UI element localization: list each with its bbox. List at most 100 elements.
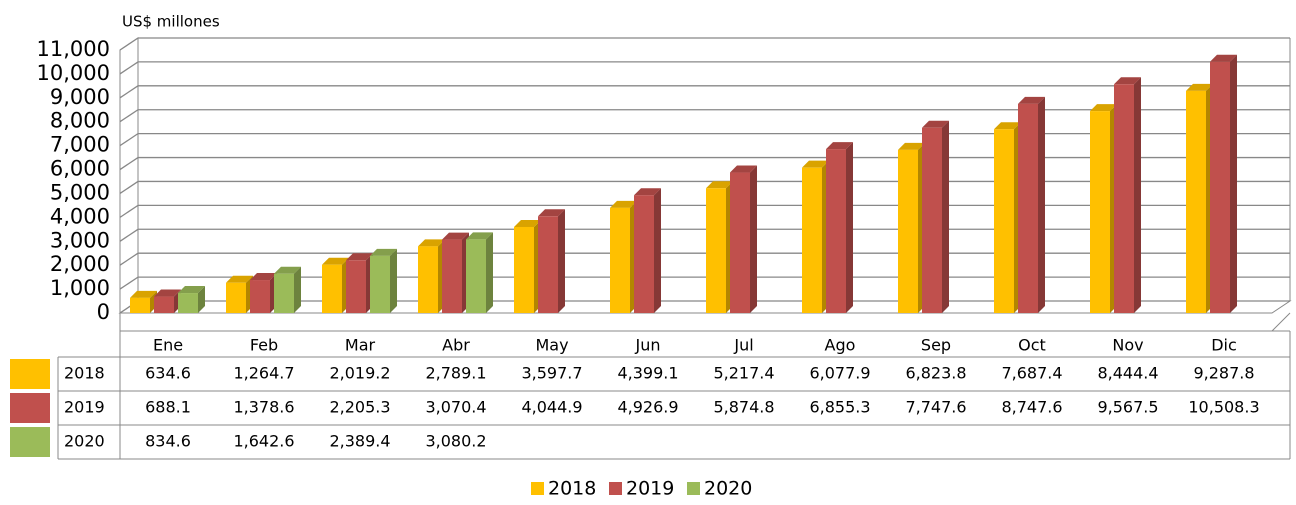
table-row-label: 2019 xyxy=(64,398,105,417)
x-tick-label: Nov xyxy=(1112,336,1143,355)
table-value: 9,567.5 xyxy=(1097,398,1158,417)
bar xyxy=(466,232,493,313)
bar-top xyxy=(346,253,373,261)
table-value: 634.6 xyxy=(145,364,191,383)
bar-side xyxy=(198,286,205,313)
bar xyxy=(514,219,541,313)
bar-front xyxy=(610,207,630,313)
x-tick-label: Oct xyxy=(1018,336,1046,355)
table-value: 2,389.4 xyxy=(329,432,390,451)
bar-front xyxy=(250,280,270,313)
bar-front xyxy=(346,260,366,313)
bar xyxy=(826,142,853,313)
y-tick-label: 1,000 xyxy=(50,276,110,300)
table-value: 4,926.9 xyxy=(617,398,678,417)
y-tick-label: 2,000 xyxy=(50,252,110,276)
bar-front xyxy=(442,239,462,313)
bar xyxy=(130,290,157,313)
bar-top xyxy=(418,239,445,247)
y-tick-label: 11,000 xyxy=(37,37,110,61)
bar xyxy=(322,257,349,313)
x-tick-label: Feb xyxy=(250,336,278,355)
table-value: 4,399.1 xyxy=(617,364,678,383)
table-value: 3,080.2 xyxy=(425,432,486,451)
bar-side xyxy=(1134,77,1141,313)
bar xyxy=(1090,104,1117,313)
table-value: 6,077.9 xyxy=(809,364,870,383)
bar-top xyxy=(802,160,829,168)
bar-top xyxy=(1114,77,1141,85)
bar-top xyxy=(634,188,661,196)
bar-side xyxy=(1230,54,1237,313)
table-value: 7,747.6 xyxy=(905,398,966,417)
bar-front xyxy=(538,216,558,313)
bar xyxy=(1186,83,1213,313)
bar-front xyxy=(706,188,726,313)
x-tick-label: Ago xyxy=(825,336,856,355)
bar-top xyxy=(706,181,733,189)
table-value: 688.1 xyxy=(145,398,191,417)
bar-front xyxy=(802,167,822,313)
x-tick-label: Dic xyxy=(1211,336,1237,355)
bar xyxy=(994,122,1021,313)
y-tick-label: 9,000 xyxy=(50,85,110,109)
bar-top xyxy=(610,200,637,208)
legend-label: 2020 xyxy=(704,478,752,500)
bar-front xyxy=(226,282,246,313)
bar xyxy=(1114,77,1141,313)
grid-line xyxy=(119,85,1290,99)
table-value: 2,789.1 xyxy=(425,364,486,383)
bar-front xyxy=(274,273,294,313)
bar-top xyxy=(130,290,157,298)
table-value: 5,874.8 xyxy=(713,398,774,417)
bar xyxy=(1210,54,1237,313)
table-value: 834.6 xyxy=(145,432,191,451)
table-row-label: 2018 xyxy=(64,364,105,383)
bar-front xyxy=(994,129,1014,313)
y-tick-label: 6,000 xyxy=(50,157,110,181)
x-tick-label: Jun xyxy=(635,336,661,355)
grid-line xyxy=(119,37,1290,51)
bar-top xyxy=(322,257,349,265)
grid-line xyxy=(119,109,1290,123)
x-tick-label: Mar xyxy=(345,336,376,355)
bar xyxy=(922,120,949,313)
bar xyxy=(154,289,181,313)
bar-top xyxy=(370,248,397,256)
bar-top xyxy=(898,142,925,150)
bar-front xyxy=(826,149,846,313)
bar-front xyxy=(418,246,438,313)
bar xyxy=(250,273,277,313)
bar-front xyxy=(1210,61,1230,313)
bar xyxy=(898,142,925,313)
bar-front xyxy=(178,293,198,313)
table-value: 1,642.6 xyxy=(233,432,294,451)
bar-side xyxy=(942,120,949,313)
y-tick-label: 0 xyxy=(97,300,110,324)
table-value: 5,217.4 xyxy=(713,364,774,383)
table-swatch xyxy=(10,359,50,389)
bar-front xyxy=(1090,111,1110,313)
table-value: 3,070.4 xyxy=(425,398,486,417)
bar xyxy=(442,232,469,313)
bar-front xyxy=(730,172,750,313)
bar-front xyxy=(370,255,390,313)
bar-front xyxy=(634,195,654,313)
bar-top xyxy=(1186,83,1213,91)
bar xyxy=(610,200,637,313)
grid-line xyxy=(119,132,1290,147)
bar xyxy=(634,188,661,313)
bar xyxy=(346,253,373,313)
bar-front xyxy=(514,226,534,313)
bar-front xyxy=(1186,90,1206,313)
bar xyxy=(274,266,301,313)
bar-side xyxy=(846,142,853,313)
bar xyxy=(538,209,565,313)
bar-front xyxy=(130,297,150,313)
table-value: 1,378.6 xyxy=(233,398,294,417)
bar-top xyxy=(442,232,469,240)
bar xyxy=(418,239,445,313)
table-value: 7,687.4 xyxy=(1001,364,1062,383)
x-tick-label: Abr xyxy=(442,336,470,355)
y-tick-label: 7,000 xyxy=(50,133,110,157)
